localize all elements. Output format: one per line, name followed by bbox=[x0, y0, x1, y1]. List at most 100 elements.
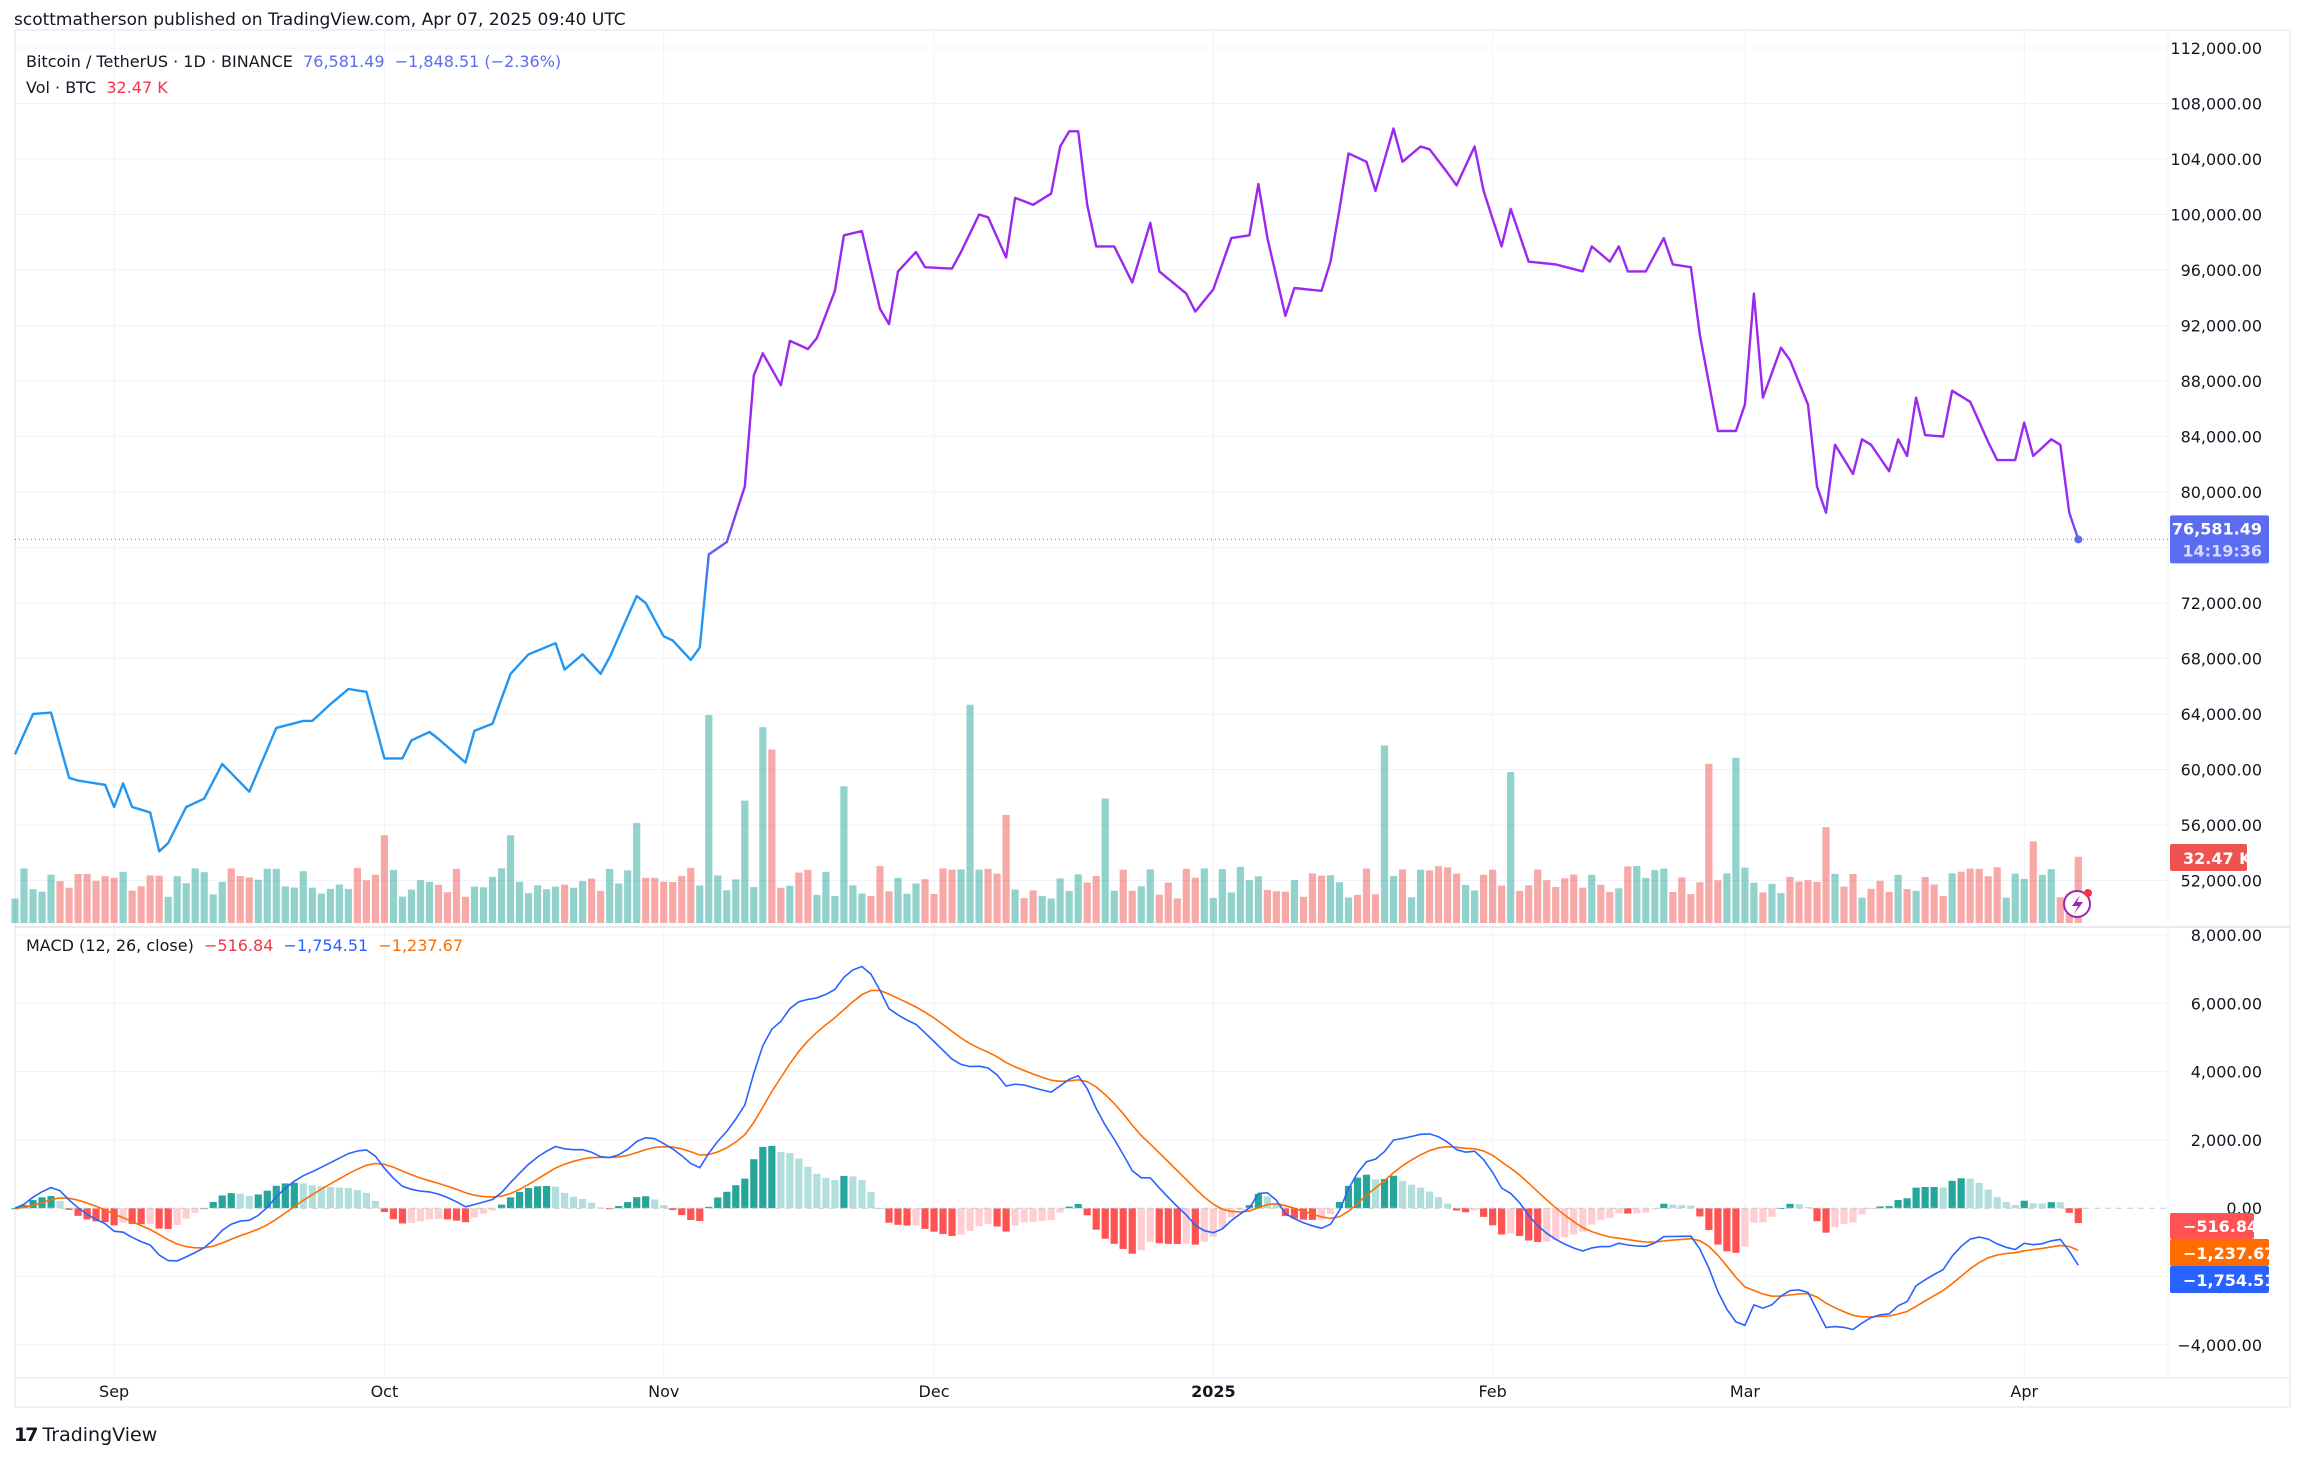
volume-bar bbox=[660, 881, 668, 923]
volume-bar bbox=[1561, 878, 1569, 923]
volume-bar bbox=[1858, 897, 1866, 923]
macd-histogram-bar bbox=[984, 1208, 992, 1225]
macd-histogram-bar bbox=[1056, 1208, 1064, 1213]
volume-bar bbox=[1984, 876, 1992, 923]
volume-bar bbox=[1768, 883, 1776, 923]
volume-bar bbox=[1678, 877, 1686, 923]
macd-histogram-bar bbox=[966, 1208, 974, 1232]
volume-bar bbox=[434, 884, 443, 923]
macd-histogram-bar bbox=[164, 1208, 172, 1230]
volume-bar bbox=[164, 896, 172, 923]
macd-histogram-bar bbox=[101, 1208, 109, 1223]
macd-hist-badge: −516.84 bbox=[2183, 1217, 2258, 1236]
volume-bar bbox=[227, 868, 235, 923]
tradingview-logo[interactable]: 17 TradingView bbox=[14, 1424, 157, 1446]
macd-histogram-bar bbox=[1867, 1208, 1875, 1210]
volume-bar bbox=[209, 894, 217, 923]
macd-histogram-bar bbox=[461, 1208, 470, 1223]
volume-bar bbox=[1083, 882, 1091, 923]
volume-bar bbox=[867, 895, 875, 923]
macd-histogram-bar bbox=[1065, 1206, 1073, 1209]
chart-frame bbox=[14, 29, 2291, 1408]
macd-histogram-bar bbox=[1741, 1208, 1749, 1247]
macd-histogram-bar bbox=[470, 1208, 479, 1218]
volume-bar bbox=[642, 877, 650, 923]
macd-histogram-bar bbox=[1957, 1178, 1965, 1209]
macd-histogram-bar bbox=[1209, 1208, 1217, 1237]
volume-bar bbox=[1795, 881, 1803, 923]
macd-histogram-bar bbox=[1921, 1186, 1929, 1209]
macd-histogram-bar bbox=[1155, 1208, 1163, 1244]
macd-histogram-bar bbox=[2011, 1204, 2019, 1209]
volume-bar bbox=[245, 877, 253, 923]
volume-bar bbox=[2002, 897, 2010, 923]
macd-histogram-bar bbox=[723, 1191, 731, 1209]
price-axis: 112,000.00 108,000.00 104,000.00 100,000.00… bbox=[2170, 39, 2262, 891]
volume-bar bbox=[2020, 878, 2028, 923]
volume-legend[interactable]: Vol · BTC 32.47 K bbox=[26, 78, 168, 97]
macd-histogram-bar bbox=[921, 1208, 929, 1229]
volume-bar bbox=[633, 823, 641, 923]
time-tick-label: Dec bbox=[919, 1382, 950, 1401]
symbol-legend[interactable]: Bitcoin / TetherUS · 1D · BINANCE 76,581… bbox=[26, 52, 561, 71]
volume-bar bbox=[1615, 888, 1623, 923]
volume-bar bbox=[1489, 869, 1497, 923]
macd-line-value: −1,754.51 bbox=[283, 936, 369, 955]
volume-bar bbox=[1164, 882, 1172, 923]
volume-bar bbox=[1597, 884, 1605, 923]
volume-bar bbox=[1921, 876, 1929, 923]
macd-histogram-bar bbox=[2047, 1202, 2055, 1209]
macd-histogram-bar bbox=[362, 1192, 370, 1209]
time-tick-label: Apr bbox=[2010, 1382, 2038, 1401]
volume-bar bbox=[1723, 873, 1731, 923]
macd-histogram-bar bbox=[732, 1185, 740, 1209]
lightning-icon[interactable] bbox=[2063, 889, 2092, 918]
volume-bar bbox=[110, 877, 118, 923]
last-price-dot bbox=[2074, 535, 2083, 544]
volume-bar bbox=[984, 868, 992, 923]
macd-histogram-bar bbox=[1453, 1208, 1461, 1211]
macd-histogram-bar bbox=[849, 1176, 857, 1209]
macd-histogram-bar bbox=[326, 1187, 334, 1209]
price-change: −1,848.51 (−2.36%) bbox=[394, 52, 562, 71]
macd-histogram-bar bbox=[975, 1208, 983, 1227]
macd-histogram-bar bbox=[1687, 1205, 1695, 1209]
macd-signal-badge: −1,237.67 bbox=[2183, 1244, 2275, 1263]
volume-bar bbox=[840, 786, 848, 923]
volume-bar bbox=[831, 895, 839, 923]
macd-histogram-bar bbox=[47, 1196, 55, 1209]
volume-bar bbox=[1002, 814, 1010, 923]
volume-bar bbox=[1047, 898, 1055, 923]
publisher-line: scottmatherson published on TradingView.… bbox=[14, 10, 626, 30]
macd-legend[interactable]: MACD (12, 26, close) −516.84 −1,754.51 −… bbox=[26, 936, 463, 955]
macd-histogram-bar bbox=[1642, 1208, 1650, 1213]
volume-bar bbox=[1930, 884, 1938, 923]
volume-bar bbox=[588, 878, 596, 923]
volume-bar bbox=[1525, 885, 1533, 923]
macd-histogram-bar bbox=[353, 1190, 361, 1209]
volume-bar bbox=[606, 868, 614, 923]
macd-histogram-bar bbox=[1029, 1208, 1037, 1222]
macd-histogram-bar bbox=[1768, 1208, 1776, 1217]
macd-histogram-bar bbox=[1254, 1194, 1262, 1209]
volume-bar bbox=[479, 887, 488, 923]
macd-histogram-bar bbox=[1894, 1200, 1902, 1209]
price-tick-label: 92,000.00 bbox=[2181, 317, 2262, 336]
volume-value: 32.47 K bbox=[106, 78, 168, 97]
macd-histogram-bar bbox=[281, 1183, 289, 1209]
volume-bar bbox=[921, 879, 929, 923]
volume-bar bbox=[1200, 868, 1208, 923]
macd-histogram-bar bbox=[1380, 1179, 1389, 1209]
volume-bar bbox=[1137, 886, 1145, 923]
volume-bar bbox=[20, 868, 28, 923]
macd-histogram-bar bbox=[1750, 1208, 1758, 1223]
volume-bar bbox=[1020, 898, 1028, 923]
volume-bar bbox=[1407, 897, 1416, 923]
macd-histogram-bar bbox=[1200, 1208, 1208, 1242]
volume-bar bbox=[1245, 880, 1253, 923]
volume-bar bbox=[533, 885, 542, 923]
macd-histogram-bar bbox=[1182, 1208, 1190, 1244]
volume-bar bbox=[2011, 873, 2019, 923]
volume-bar bbox=[1975, 868, 1983, 923]
